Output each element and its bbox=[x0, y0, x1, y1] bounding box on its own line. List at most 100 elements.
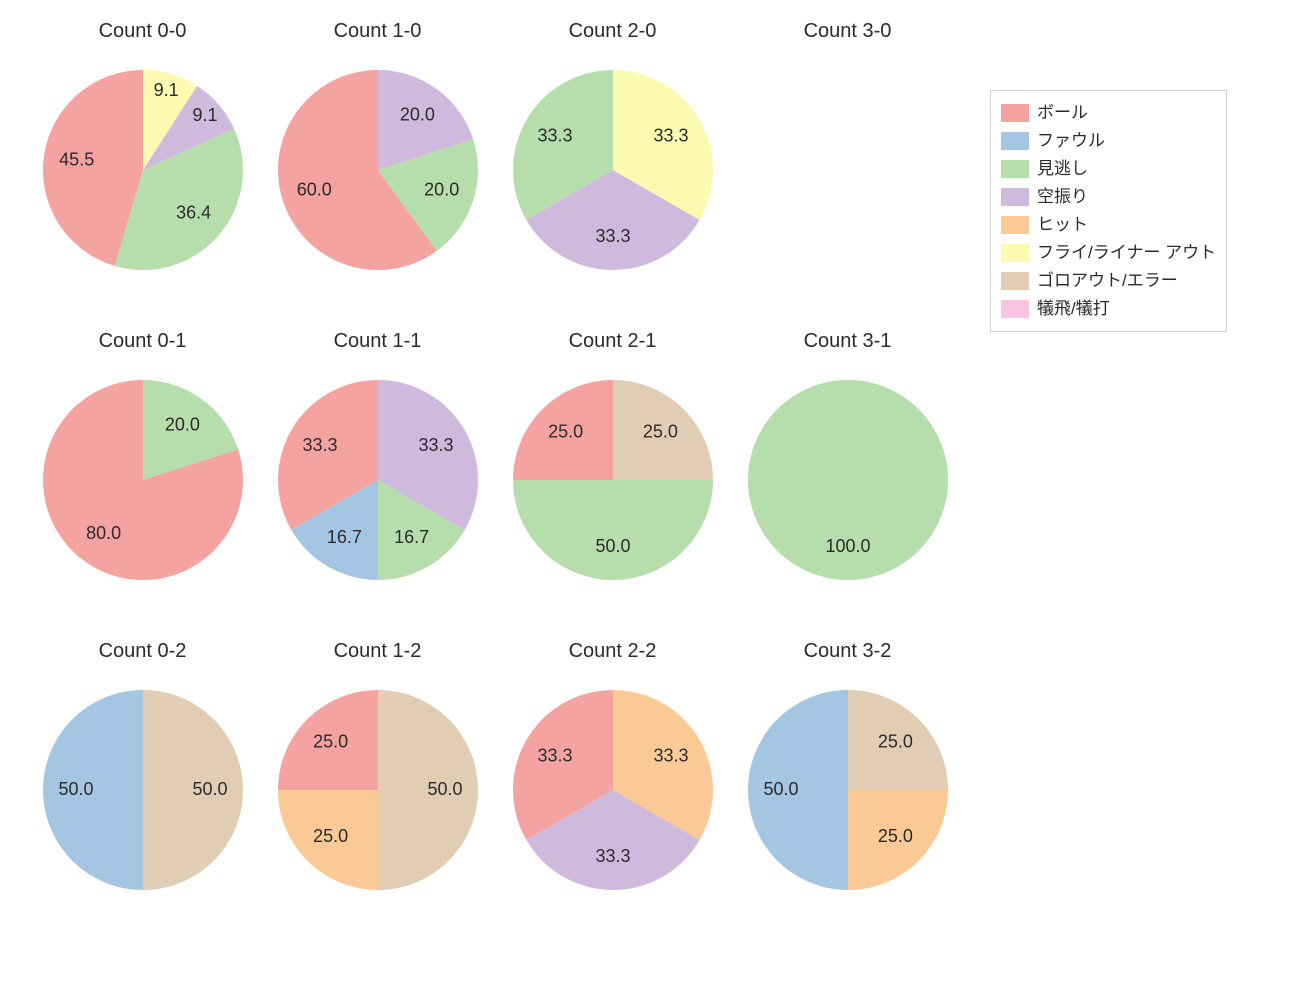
chart-cell: Count 0-045.536.49.19.1 bbox=[30, 20, 255, 300]
slice-label: 20.0 bbox=[424, 179, 459, 199]
legend-label: ボール bbox=[1037, 99, 1088, 127]
pie-chart: 80.0 20.0 bbox=[43, 380, 243, 580]
pie-wrap: 33.3 33.3 33.3 bbox=[513, 690, 713, 890]
pie-wrap: 80.0 20.0 bbox=[43, 380, 243, 580]
slice-label: 25.0 bbox=[313, 731, 348, 751]
chart-cell: Count 1-0 60.0 20.0 20.0 bbox=[265, 20, 490, 300]
chart-title: Count 0-2 bbox=[30, 640, 255, 663]
slice-label: 50.0 bbox=[763, 779, 798, 799]
pie-chart: 100.0 bbox=[748, 380, 948, 580]
legend-item: ボール bbox=[1001, 99, 1216, 127]
slice-label: 33.3 bbox=[537, 745, 572, 765]
slice-label: 33.3 bbox=[302, 435, 337, 455]
legend-swatch bbox=[1001, 244, 1029, 262]
legend-label: 犠飛/犠打 bbox=[1037, 295, 1110, 323]
slice-label: 33.3 bbox=[653, 745, 688, 765]
slice-label: 50.0 bbox=[58, 779, 93, 799]
pie-wrap: 45.536.49.19.1 bbox=[43, 70, 243, 270]
pie-chart bbox=[748, 70, 948, 270]
pie-chart: 25.0 50.0 25.0 bbox=[513, 380, 713, 580]
legend-item: 見逃し bbox=[1001, 155, 1216, 183]
pie-wrap: 33.316.716.733.3 bbox=[278, 380, 478, 580]
chart-cell: Count 3-0 bbox=[735, 20, 960, 300]
slice-label: 33.3 bbox=[537, 125, 572, 145]
pie-chart: 33.316.716.733.3 bbox=[278, 380, 478, 580]
chart-cell: Count 1-2 25.0 25.0 50.0 bbox=[265, 640, 490, 920]
slice-label: 50.0 bbox=[595, 536, 630, 556]
chart-cell: Count 1-133.316.716.733.3 bbox=[265, 330, 490, 610]
slice-label: 50.0 bbox=[192, 779, 227, 799]
chart-cell: Count 2-0 33.3 33.3 33.3 bbox=[500, 20, 725, 300]
legend-label: ヒット bbox=[1037, 211, 1088, 239]
pie-wrap bbox=[748, 70, 948, 270]
chart-cell: Count 2-1 25.0 50.0 25.0 bbox=[500, 330, 725, 610]
chart-title: Count 1-0 bbox=[265, 20, 490, 43]
slice-label: 45.5 bbox=[59, 149, 94, 169]
legend-swatch bbox=[1001, 132, 1029, 150]
slice-label: 33.3 bbox=[595, 226, 630, 246]
chart-title: Count 3-0 bbox=[735, 20, 960, 43]
chart-cell: Count 3-250.025.025.0 bbox=[735, 640, 960, 920]
chart-title: Count 3-2 bbox=[735, 640, 960, 663]
legend-item: 犠飛/犠打 bbox=[1001, 295, 1216, 323]
slice-label: 20.0 bbox=[164, 415, 199, 435]
pie-slice bbox=[513, 480, 713, 580]
pie-wrap: 60.0 20.0 20.0 bbox=[278, 70, 478, 270]
chart-cell: Count 0-1 80.0 20.0 bbox=[30, 330, 255, 610]
slice-label: 25.0 bbox=[548, 421, 583, 441]
legend-item: 空振り bbox=[1001, 183, 1216, 211]
chart-cell: Count 0-2 50.0 50.0 bbox=[30, 640, 255, 920]
legend-swatch bbox=[1001, 300, 1029, 318]
pie-chart: 25.0 25.0 50.0 bbox=[278, 690, 478, 890]
slice-label: 33.3 bbox=[595, 846, 630, 866]
slice-label: 33.3 bbox=[653, 125, 688, 145]
slice-label: 33.3 bbox=[418, 435, 453, 455]
slice-label: 80.0 bbox=[86, 523, 121, 543]
legend-swatch bbox=[1001, 104, 1029, 122]
legend-label: ファウル bbox=[1037, 127, 1105, 155]
legend-item: ファウル bbox=[1001, 127, 1216, 155]
legend-swatch bbox=[1001, 188, 1029, 206]
pie-chart: 33.3 33.3 33.3 bbox=[513, 70, 713, 270]
legend-swatch bbox=[1001, 160, 1029, 178]
chart-title: Count 2-1 bbox=[500, 330, 725, 353]
chart-title: Count 1-1 bbox=[265, 330, 490, 353]
slice-label: 9.1 bbox=[153, 80, 178, 100]
slice-label: 60.0 bbox=[296, 179, 331, 199]
pie-chart: 50.0 50.0 bbox=[43, 690, 243, 890]
legend-label: 見逃し bbox=[1037, 155, 1088, 183]
legend-label: ゴロアウト/エラー bbox=[1037, 267, 1178, 295]
slice-label: 50.0 bbox=[427, 779, 462, 799]
chart-cell: Count 2-233.333.333.3 bbox=[500, 640, 725, 920]
pie-chart: 60.0 20.0 20.0 bbox=[278, 70, 478, 270]
slice-label: 100.0 bbox=[825, 536, 870, 556]
legend-swatch bbox=[1001, 216, 1029, 234]
pie-wrap: 50.025.025.0 bbox=[748, 690, 948, 890]
slice-label: 16.7 bbox=[394, 527, 429, 547]
pie-chart: 50.025.025.0 bbox=[748, 690, 948, 890]
chart-title: Count 1-2 bbox=[265, 640, 490, 663]
chart-title: Count 3-1 bbox=[735, 330, 960, 353]
legend-swatch bbox=[1001, 272, 1029, 290]
legend-label: 空振り bbox=[1037, 183, 1088, 211]
slice-label: 25.0 bbox=[877, 826, 912, 846]
legend: ボールファウル見逃し空振りヒットフライ/ライナー アウトゴロアウト/エラー犠飛/… bbox=[990, 90, 1227, 332]
chart-title: Count 2-0 bbox=[500, 20, 725, 43]
chart-title: Count 0-0 bbox=[30, 20, 255, 43]
pie-wrap: 50.0 50.0 bbox=[43, 690, 243, 890]
chart-cell: Count 3-1 100.0 bbox=[735, 330, 960, 610]
slice-label: 25.0 bbox=[313, 826, 348, 846]
pie-wrap: 25.0 50.0 25.0 bbox=[513, 380, 713, 580]
legend-item: ゴロアウト/エラー bbox=[1001, 267, 1216, 295]
legend-item: ヒット bbox=[1001, 211, 1216, 239]
slice-label: 36.4 bbox=[176, 203, 211, 223]
legend-label: フライ/ライナー アウト bbox=[1037, 239, 1216, 267]
pie-chart: 33.3 33.3 33.3 bbox=[513, 690, 713, 890]
legend-item: フライ/ライナー アウト bbox=[1001, 239, 1216, 267]
pie-wrap: 25.0 25.0 50.0 bbox=[278, 690, 478, 890]
pie-wrap: 100.0 bbox=[748, 380, 948, 580]
slice-label: 20.0 bbox=[399, 105, 434, 125]
pie-chart: 45.536.49.19.1 bbox=[43, 70, 243, 270]
slice-label: 25.0 bbox=[642, 421, 677, 441]
chart-title: Count 0-1 bbox=[30, 330, 255, 353]
